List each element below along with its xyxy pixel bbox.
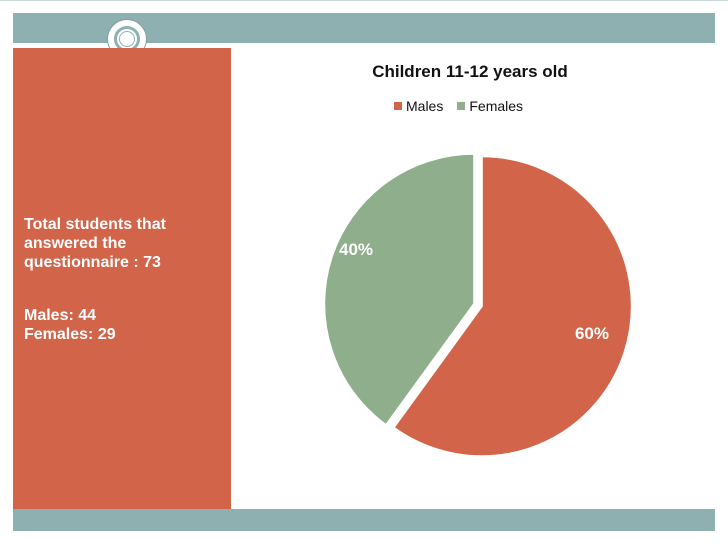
legend-swatch-females	[457, 102, 466, 110]
top-edge	[0, 0, 728, 1]
legend-item-males: Males	[394, 98, 443, 114]
pie-slice-males	[392, 155, 633, 458]
legend-label-males: Males	[406, 98, 444, 114]
chart-legend: Males Females	[394, 98, 537, 114]
females-count-text: Females: 29	[24, 326, 116, 343]
pie-slice-females	[323, 152, 476, 427]
pie-label-males: 60%	[575, 324, 609, 343]
legend-swatch-males	[394, 102, 402, 110]
legend-item-females: Females	[457, 98, 523, 114]
bottom-band	[13, 509, 715, 531]
total-students-text: Total students that answered the questio…	[24, 216, 166, 271]
pie-label-females: 40%	[339, 240, 373, 259]
chart-title: Children 11-12 years old	[372, 62, 568, 81]
legend-label-females: Females	[469, 98, 524, 114]
left-panel	[13, 48, 231, 509]
males-count-text: Males: 44	[24, 307, 97, 324]
